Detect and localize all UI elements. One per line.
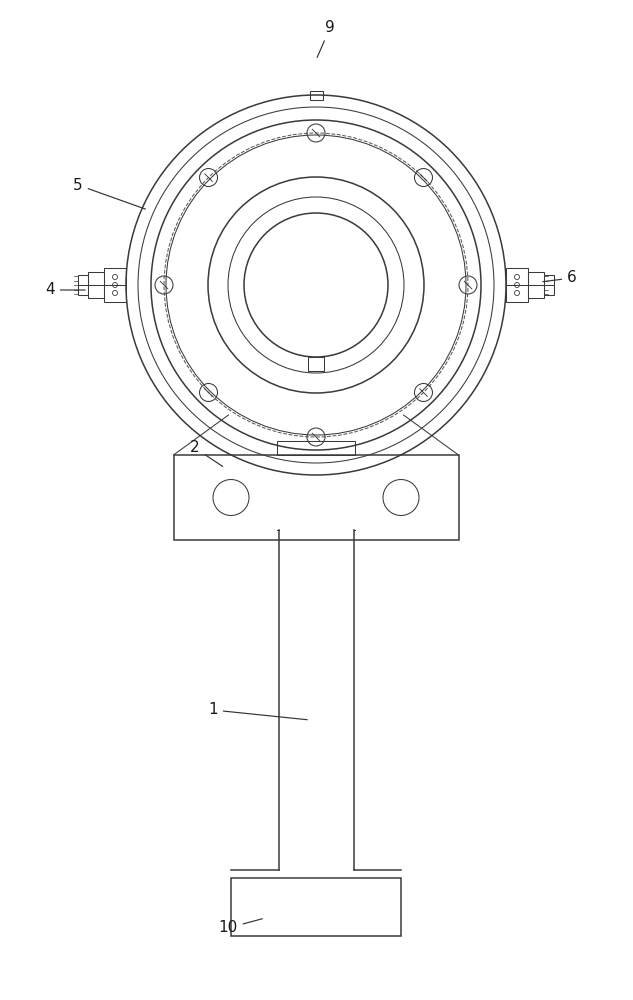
Bar <box>173 455 458 540</box>
Bar <box>231 878 401 936</box>
Text: 10: 10 <box>218 919 262 936</box>
Text: 5: 5 <box>73 178 146 209</box>
Text: 9: 9 <box>317 20 335 57</box>
Bar <box>506 268 528 302</box>
Bar <box>308 357 324 371</box>
Bar <box>310 91 322 100</box>
Bar <box>88 272 104 298</box>
Bar <box>528 272 544 298</box>
Bar <box>277 441 355 455</box>
Bar <box>78 275 88 295</box>
Text: 6: 6 <box>542 270 577 286</box>
Bar <box>544 275 554 295</box>
Text: 2: 2 <box>190 440 223 466</box>
Text: 4: 4 <box>45 282 85 298</box>
Text: 1: 1 <box>208 702 307 720</box>
Bar <box>104 268 126 302</box>
